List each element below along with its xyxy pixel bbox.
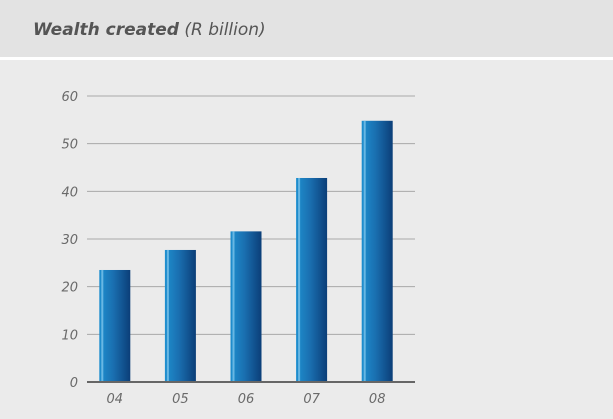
- y-tick-label: 40: [61, 185, 78, 200]
- chart-title-main: Wealth created: [33, 20, 179, 40]
- bar-highlight-07: [298, 177, 301, 381]
- x-tick-label: 07: [303, 392, 320, 407]
- bar-08: [361, 120, 393, 381]
- bar-highlight-06: [232, 231, 235, 381]
- chart-header: Wealth created (R billion): [0, 0, 613, 60]
- y-tick-label: 50: [61, 138, 78, 153]
- x-tick-label: 05: [172, 392, 189, 407]
- y-tick-label: 60: [61, 90, 78, 105]
- bar-05: [164, 249, 196, 381]
- bar-07: [296, 177, 328, 381]
- x-tick-label: 04: [107, 392, 124, 407]
- y-tick-label: 0: [70, 376, 78, 391]
- x-axis-ticks: 04 05 06 07 08: [107, 392, 386, 407]
- x-tick-label: 06: [238, 392, 255, 407]
- bar-highlight-08: [363, 120, 366, 381]
- bars: [99, 120, 393, 381]
- y-tick-label: 30: [61, 233, 78, 248]
- bar-highlight-04: [101, 269, 104, 381]
- y-tick-label: 20: [61, 281, 78, 296]
- bar-04: [99, 269, 131, 381]
- y-axis-ticks: 0 10 20 30 40 50 60: [61, 90, 78, 391]
- x-tick-label: 08: [369, 392, 386, 407]
- chart-title: Wealth created (R billion): [33, 20, 266, 40]
- y-tick-label: 10: [61, 328, 78, 343]
- chart-title-unit: (R billion): [184, 20, 266, 40]
- bar-highlight-05: [166, 249, 169, 381]
- bar-06: [230, 231, 262, 381]
